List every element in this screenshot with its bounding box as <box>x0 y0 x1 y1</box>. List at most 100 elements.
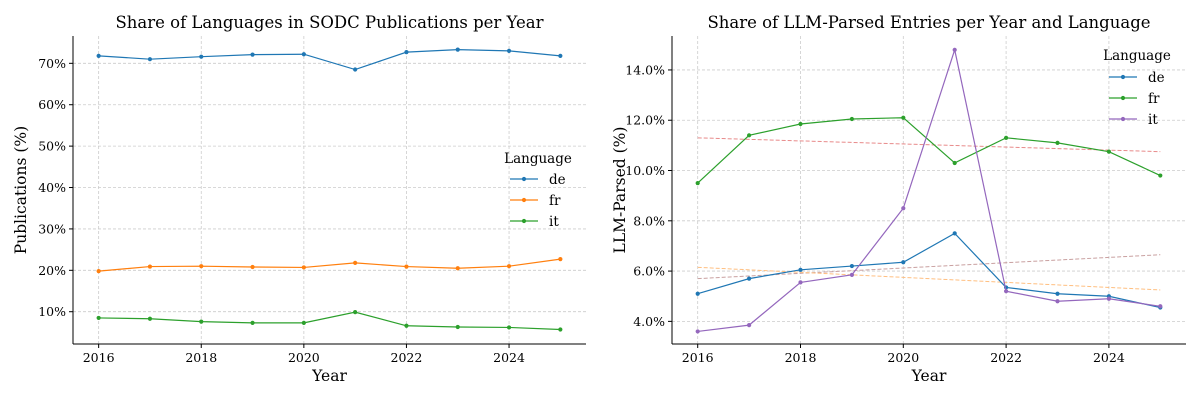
trend-lines <box>697 137 1161 291</box>
y-tick-label: 4.0% <box>633 314 665 329</box>
data-point <box>1106 149 1111 154</box>
data-point <box>455 266 460 271</box>
data-point <box>798 267 803 272</box>
y-tick-label: 40% <box>38 180 66 195</box>
series-it <box>96 310 563 332</box>
tick-labels: 2016 2018 2020 2022 2024 10% 20% 30% 40% 50% 60% 70… <box>38 56 525 365</box>
series-de <box>96 47 563 72</box>
legend: Language de fr it <box>504 151 572 230</box>
data-point <box>147 264 153 269</box>
x-axis-label: Year <box>311 367 347 385</box>
data-point <box>798 280 803 285</box>
data-point <box>695 291 700 296</box>
x-axis-label: Year <box>911 367 947 385</box>
trend-line <box>697 137 1161 153</box>
axes-spines <box>668 36 1186 348</box>
data-point <box>455 324 460 330</box>
data-point <box>1055 299 1060 304</box>
legend-label: fr <box>549 193 561 209</box>
chart-title: Share of Languages in SODC Publications … <box>115 13 543 32</box>
data-point <box>849 116 855 122</box>
legend-item-de: de <box>510 172 566 188</box>
legend-marker <box>1120 74 1126 80</box>
data-point <box>353 67 358 72</box>
data-point <box>1055 291 1060 296</box>
legend-item-it: it <box>510 214 559 230</box>
x-tick-label: 2020 <box>288 350 320 365</box>
y-tick-label: 60% <box>38 97 66 112</box>
data-point <box>404 264 409 269</box>
series-lines <box>96 47 563 332</box>
data-point <box>952 47 957 52</box>
data-point <box>952 231 957 236</box>
legend-item-fr: fr <box>510 193 561 209</box>
data-point <box>96 269 101 274</box>
data-point <box>96 315 101 321</box>
data-point <box>250 52 255 57</box>
x-tick-label: 2024 <box>1093 350 1125 365</box>
legend-marker <box>521 176 527 182</box>
legend-marker <box>1120 95 1126 101</box>
data-point <box>506 264 512 269</box>
data-point <box>1106 296 1111 301</box>
x-tick-label: 2022 <box>990 350 1022 365</box>
data-point <box>455 47 460 52</box>
data-point <box>353 260 358 265</box>
legend: Language de fr it <box>1103 48 1171 128</box>
data-point <box>558 53 563 58</box>
grid-lines <box>73 36 586 344</box>
data-point <box>798 121 803 127</box>
y-tick-label: 30% <box>38 221 66 236</box>
data-point <box>506 325 512 330</box>
legend-label: de <box>1148 70 1165 86</box>
data-point <box>1158 173 1163 178</box>
x-tick-label: 2024 <box>493 350 525 365</box>
data-point <box>901 206 906 211</box>
data-point <box>558 327 563 332</box>
legend-marker <box>1120 116 1126 122</box>
data-point <box>199 319 204 324</box>
x-tick-label: 2016 <box>83 350 115 365</box>
y-tick-label: 70% <box>38 56 66 71</box>
data-point <box>301 320 306 325</box>
series-fr <box>96 257 563 274</box>
data-point <box>199 264 204 269</box>
axes-spines <box>69 36 586 348</box>
y-tick-label: 12.0% <box>625 113 665 128</box>
data-point <box>1004 289 1009 294</box>
y-tick-label: 10% <box>38 304 66 319</box>
legend-label: it <box>1148 112 1158 128</box>
legend-item-it: it <box>1109 112 1158 128</box>
legend-label: fr <box>1148 91 1160 107</box>
series-line-de <box>98 49 561 71</box>
chart-language-share: 2016 2018 2020 2022 2024 10% 20% 30% 40% 50% 60% 70… <box>12 13 586 385</box>
series-line-fr <box>98 258 561 272</box>
legend-item-fr: fr <box>1109 91 1160 107</box>
y-axis-label: Publications (%) <box>12 126 30 254</box>
series-line-de <box>697 232 1161 309</box>
data-point <box>353 310 358 315</box>
series-it <box>695 47 1163 334</box>
x-tick-label: 2022 <box>391 350 423 365</box>
data-point <box>901 260 906 265</box>
data-point <box>747 133 752 138</box>
grid-lines <box>672 36 1186 344</box>
x-tick-label: 2020 <box>887 350 919 365</box>
series-line-it <box>697 47 1161 333</box>
x-tick-label: 2018 <box>785 350 817 365</box>
y-tick-label: 50% <box>38 139 66 154</box>
data-point <box>901 115 906 120</box>
legend-marker <box>521 218 527 224</box>
data-point <box>301 52 306 57</box>
chart-llm-parsed-share: 2016 2018 2020 2022 2024 4.0% 6.0% 8.0% 10.0% 12.… <box>611 13 1186 385</box>
data-point <box>695 180 700 186</box>
series-fr <box>695 115 1163 186</box>
y-tick-label: 6.0% <box>633 264 665 279</box>
data-point <box>952 160 957 166</box>
data-point <box>250 264 255 270</box>
data-point <box>404 323 409 328</box>
data-point <box>1055 140 1060 145</box>
data-point <box>250 320 255 325</box>
chart-title: Share of LLM-Parsed Entries per Year and… <box>707 13 1150 32</box>
